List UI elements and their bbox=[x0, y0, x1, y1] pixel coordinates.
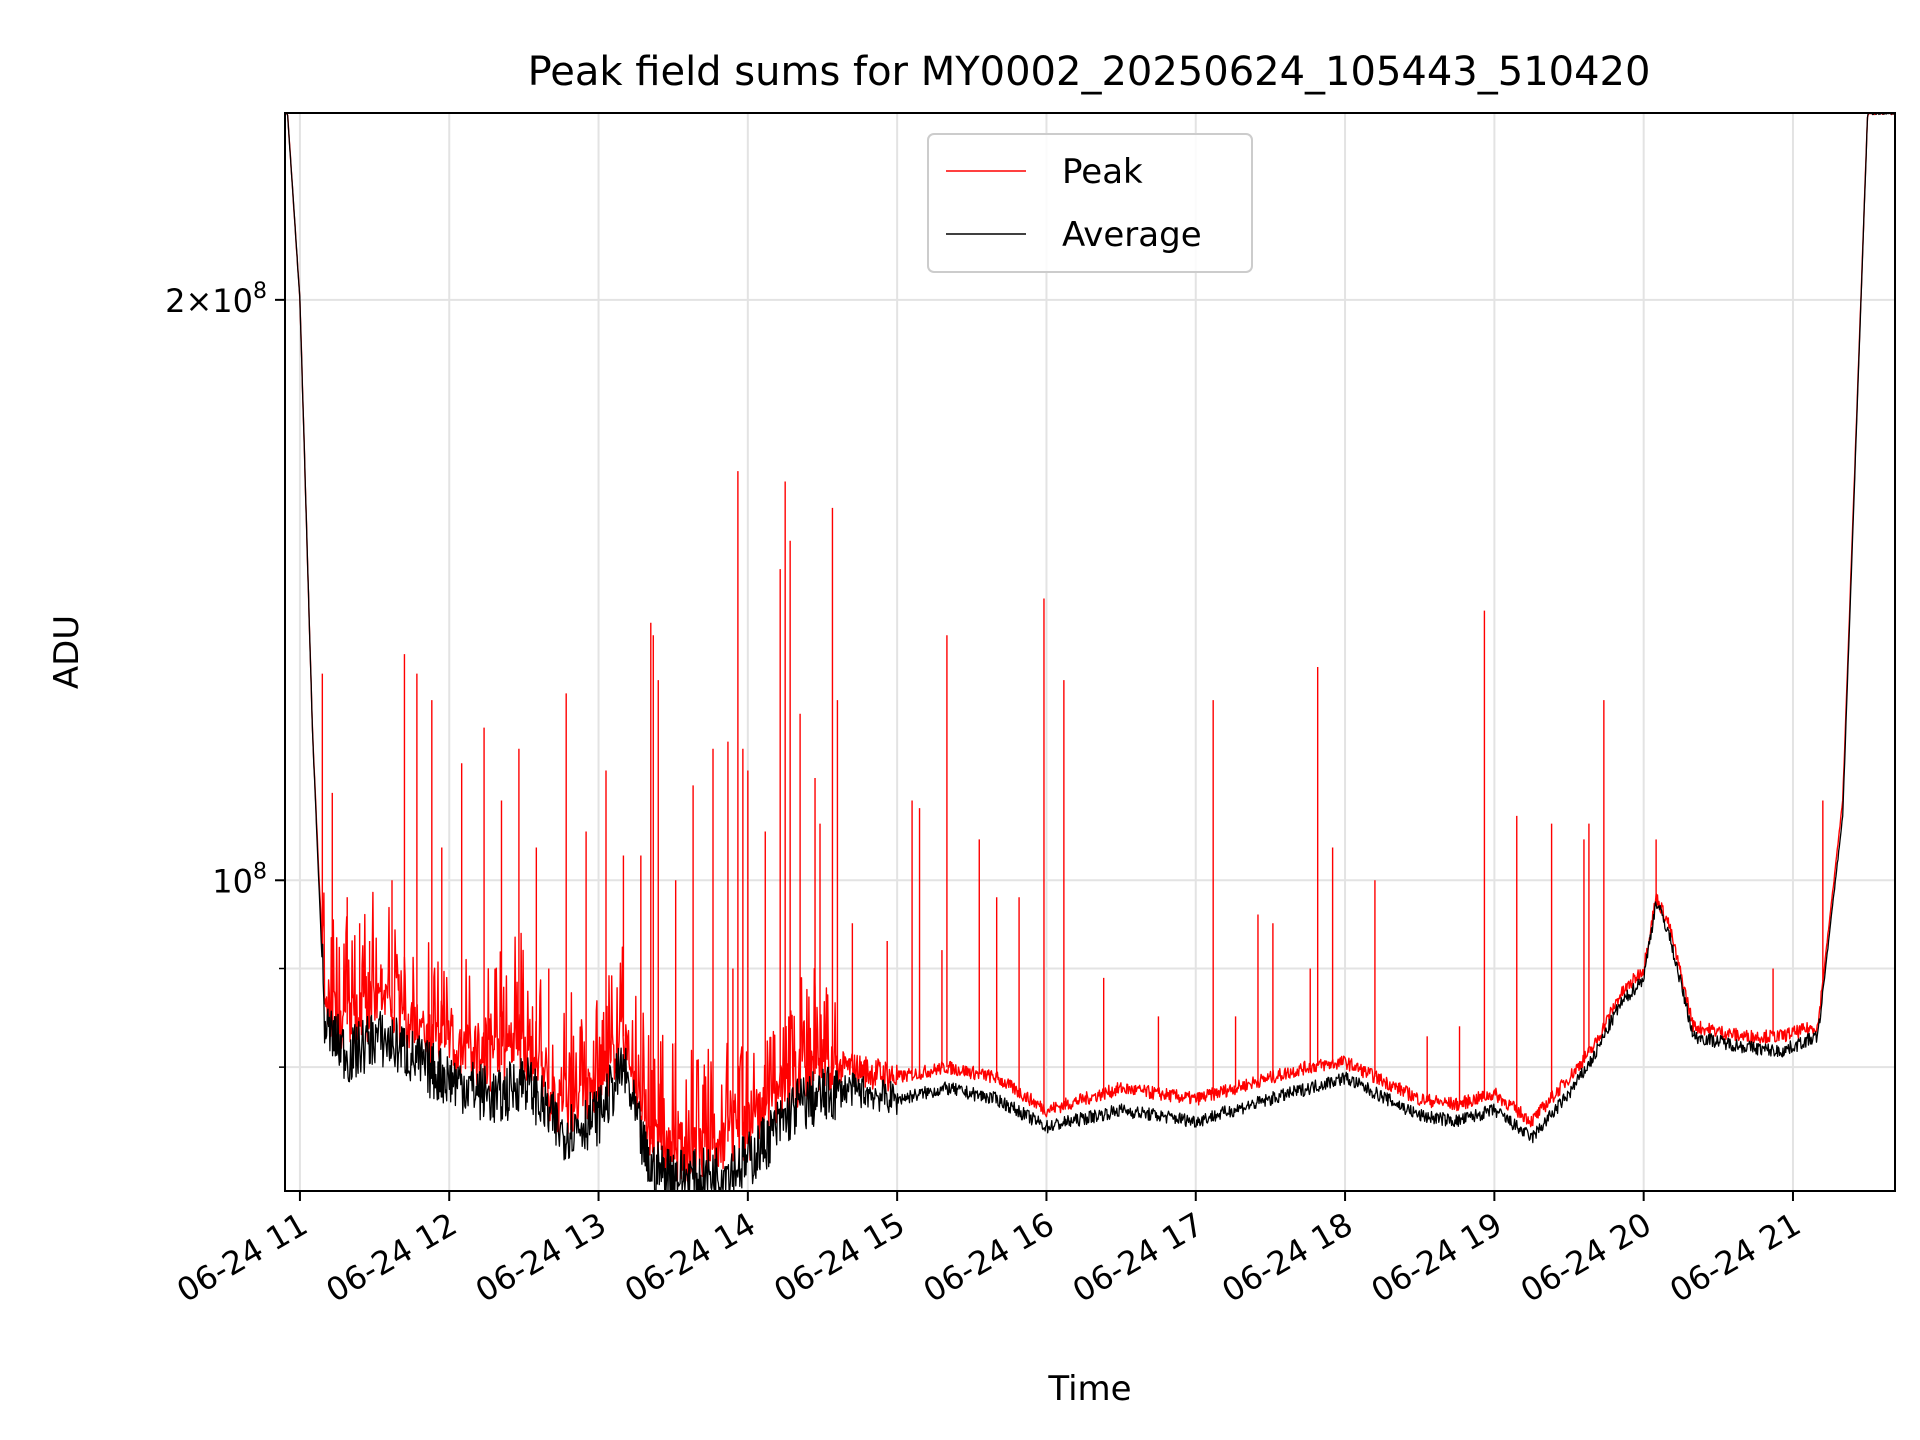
plot-frame bbox=[284, 112, 1896, 1192]
x-axis-label: Time bbox=[1047, 1369, 1131, 1409]
y-tick-label: 108 bbox=[212, 859, 267, 900]
y-axis-label: ADU bbox=[47, 615, 87, 689]
legend-box bbox=[927, 133, 1253, 273]
legend-peak-label: Peak bbox=[1062, 152, 1143, 192]
average-line bbox=[285, 112, 1896, 1192]
grid bbox=[285, 113, 1895, 1191]
y-axis: 108 2×108 bbox=[165, 279, 285, 1068]
chart-title: Peak field sums for MY0002_20250624_1054… bbox=[528, 49, 1651, 95]
average-series bbox=[285, 112, 1896, 1192]
legend: Peak Average bbox=[927, 133, 1253, 273]
legend-average-label: Average bbox=[1062, 215, 1202, 255]
y-tick-label: 2×108 bbox=[165, 279, 267, 320]
